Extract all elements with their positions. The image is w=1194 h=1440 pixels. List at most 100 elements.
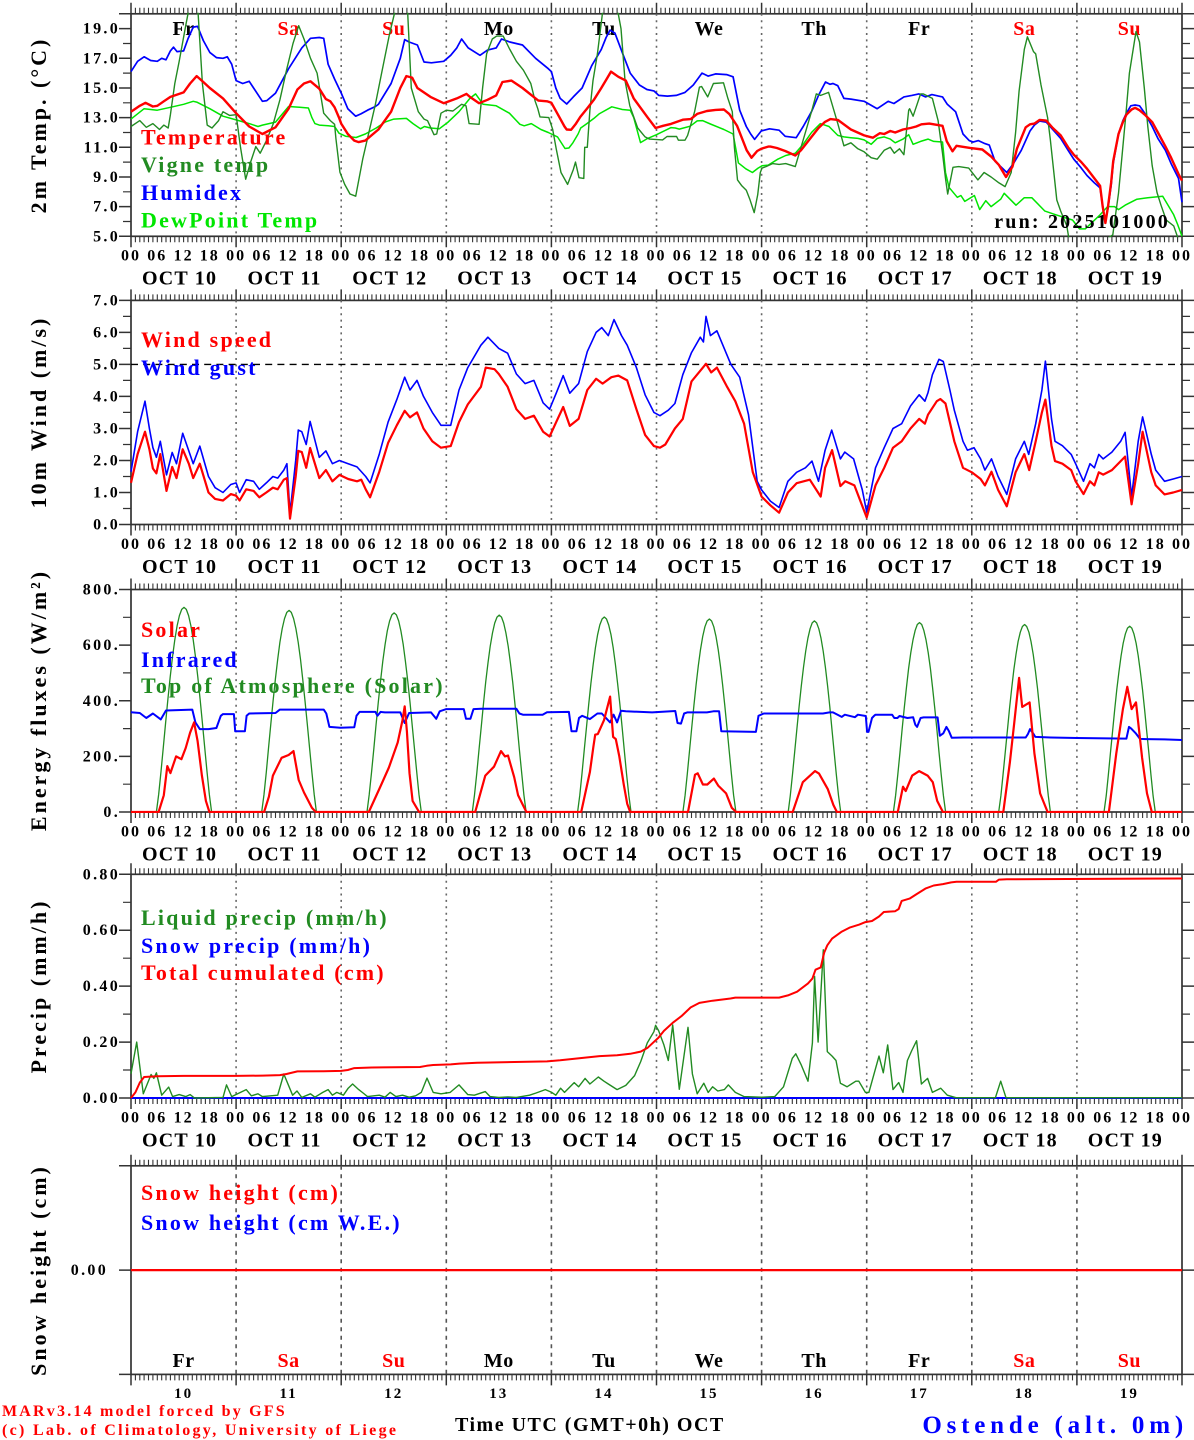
- svg-text:00: 00: [752, 823, 772, 840]
- svg-text:00: 00: [121, 823, 141, 840]
- svg-text:Sa: Sa: [1013, 18, 1035, 40]
- svg-text:12: 12: [489, 1109, 509, 1126]
- svg-text:06: 06: [778, 1109, 798, 1126]
- svg-text:Th: Th: [801, 1350, 826, 1372]
- svg-text:06: 06: [778, 248, 798, 265]
- svg-text:12: 12: [804, 536, 824, 553]
- svg-text:18: 18: [830, 248, 850, 265]
- svg-text:13.0: 13.0: [83, 110, 120, 127]
- svg-text:OCT 14: OCT 14: [562, 843, 637, 865]
- svg-text:18: 18: [1146, 536, 1166, 553]
- svg-text:Total cumulated (cm): Total cumulated (cm): [141, 960, 386, 985]
- svg-text:0.40: 0.40: [83, 978, 120, 995]
- svg-text:06: 06: [358, 1109, 378, 1126]
- svg-text:06: 06: [463, 1109, 483, 1126]
- svg-text:12: 12: [489, 536, 509, 553]
- svg-text:12: 12: [279, 1109, 299, 1126]
- svg-text:00: 00: [331, 536, 351, 553]
- svg-text:We: We: [695, 18, 724, 40]
- svg-text:We: We: [695, 1350, 724, 1372]
- svg-text:00: 00: [436, 823, 456, 840]
- svg-text:12: 12: [699, 823, 719, 840]
- svg-text:Tu: Tu: [592, 18, 616, 40]
- svg-text:0.0: 0.0: [93, 517, 120, 534]
- svg-text:06: 06: [988, 1109, 1008, 1126]
- svg-text:06: 06: [252, 536, 272, 553]
- svg-text:10: 10: [174, 1386, 193, 1402]
- svg-text:19: 19: [1120, 1386, 1139, 1402]
- svg-text:18: 18: [515, 823, 535, 840]
- svg-text:00: 00: [1172, 248, 1192, 265]
- svg-text:12: 12: [174, 823, 194, 840]
- svg-text:OCT 17: OCT 17: [878, 1129, 953, 1151]
- svg-text:00: 00: [752, 248, 772, 265]
- svg-text:18: 18: [305, 1109, 325, 1126]
- svg-text:OCT 15: OCT 15: [667, 843, 742, 865]
- svg-text:0.80: 0.80: [83, 866, 120, 883]
- svg-text:00: 00: [331, 1109, 351, 1126]
- svg-text:1.0: 1.0: [93, 485, 120, 502]
- svg-text:06: 06: [358, 536, 378, 553]
- svg-text:06: 06: [463, 248, 483, 265]
- svg-text:18: 18: [1146, 1109, 1166, 1126]
- svg-text:00: 00: [857, 248, 877, 265]
- svg-text:12: 12: [489, 823, 509, 840]
- svg-text:12: 12: [594, 536, 614, 553]
- svg-text:12: 12: [1014, 823, 1034, 840]
- svg-text:00: 00: [1067, 536, 1087, 553]
- svg-text:OCT 16: OCT 16: [773, 1129, 848, 1151]
- svg-text:Precip (mm/h): Precip (mm/h): [26, 899, 51, 1074]
- svg-text:run: 2025101000: run: 2025101000: [994, 211, 1170, 233]
- svg-text:18: 18: [515, 248, 535, 265]
- svg-text:Vigne temp: Vigne temp: [141, 152, 270, 177]
- svg-text:18: 18: [725, 536, 745, 553]
- svg-text:OCT 16: OCT 16: [773, 843, 848, 865]
- svg-text:18: 18: [410, 1109, 430, 1126]
- svg-text:18: 18: [936, 536, 956, 553]
- svg-text:00: 00: [857, 1109, 877, 1126]
- svg-text:18: 18: [1146, 823, 1166, 840]
- svg-text:DewPoint Temp: DewPoint Temp: [141, 207, 319, 232]
- svg-text:3.0: 3.0: [93, 421, 120, 438]
- svg-text:0.00: 0.00: [71, 1262, 108, 1279]
- svg-text:12: 12: [1014, 536, 1034, 553]
- svg-text:17: 17: [910, 1386, 929, 1402]
- svg-text:Th: Th: [801, 18, 826, 40]
- svg-text:18: 18: [830, 823, 850, 840]
- svg-text:OCT 14: OCT 14: [562, 268, 637, 290]
- svg-text:18: 18: [936, 248, 956, 265]
- svg-text:Su: Su: [382, 1350, 405, 1372]
- svg-text:Fr: Fr: [173, 1350, 195, 1372]
- svg-text:0.00: 0.00: [83, 1090, 120, 1107]
- svg-text:18: 18: [620, 248, 640, 265]
- svg-text:800.: 800.: [83, 582, 120, 599]
- svg-text:600.: 600.: [83, 637, 120, 654]
- svg-text:7.0: 7.0: [93, 199, 120, 216]
- svg-text:OCT 15: OCT 15: [667, 556, 742, 578]
- svg-text:17.0: 17.0: [83, 50, 120, 67]
- svg-text:12: 12: [279, 536, 299, 553]
- svg-text:00: 00: [1067, 823, 1087, 840]
- svg-text:12: 12: [804, 1109, 824, 1126]
- svg-text:Snow height (cm): Snow height (cm): [141, 1180, 340, 1205]
- svg-text:06: 06: [673, 1109, 693, 1126]
- svg-text:06: 06: [252, 248, 272, 265]
- svg-text:7.0: 7.0: [93, 292, 120, 309]
- svg-text:OCT 13: OCT 13: [457, 843, 532, 865]
- svg-text:12: 12: [174, 536, 194, 553]
- svg-text:12: 12: [384, 1109, 404, 1126]
- svg-text:16: 16: [805, 1386, 824, 1402]
- svg-text:18: 18: [305, 536, 325, 553]
- svg-text:06: 06: [1093, 248, 1113, 265]
- svg-text:18: 18: [200, 1109, 220, 1126]
- svg-text:06: 06: [988, 536, 1008, 553]
- svg-text:12: 12: [174, 1109, 194, 1126]
- svg-text:Tu: Tu: [592, 1350, 616, 1372]
- svg-text:06: 06: [673, 248, 693, 265]
- svg-text:OCT 11: OCT 11: [248, 268, 322, 290]
- svg-text:Wind speed: Wind speed: [141, 327, 273, 352]
- svg-text:12: 12: [909, 536, 929, 553]
- svg-text:200.: 200.: [83, 748, 120, 765]
- svg-text:12: 12: [909, 823, 929, 840]
- svg-text:18: 18: [1146, 248, 1166, 265]
